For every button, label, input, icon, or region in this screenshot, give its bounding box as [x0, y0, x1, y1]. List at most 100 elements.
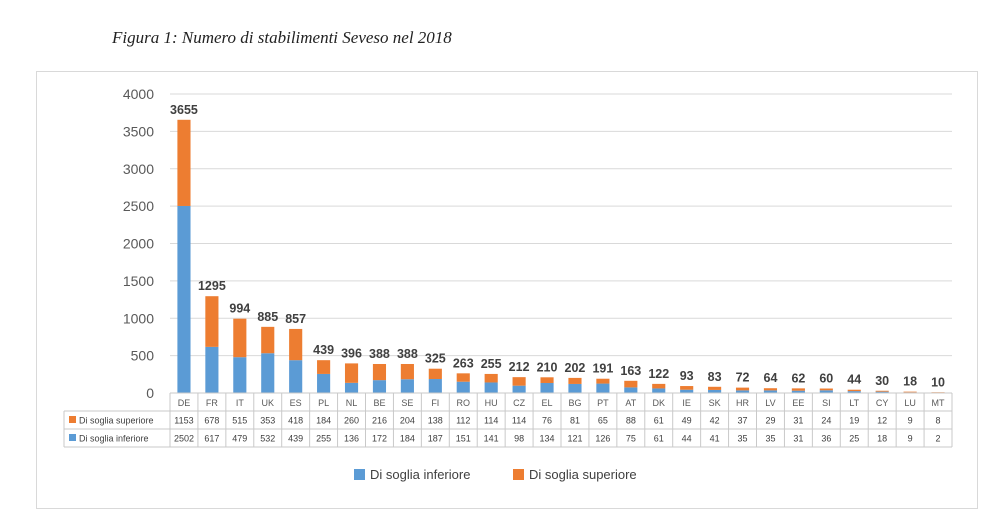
y-tick-label-3000: 3000	[123, 161, 154, 177]
table-cell-inferiore-MT: 2	[936, 434, 941, 444]
table-cell-superiore-FR: 678	[204, 416, 219, 426]
category-label-SE: SE	[401, 398, 413, 408]
total-label-MT: 10	[931, 375, 945, 389]
y-tick-label-4000: 4000	[123, 86, 154, 102]
bar-superiore-HU	[484, 373, 498, 383]
bar-inferiore-BE	[372, 380, 387, 393]
table-cell-superiore-SK: 42	[710, 416, 720, 426]
total-label-UK: 885	[257, 310, 278, 324]
bar-superiore-FI	[428, 368, 442, 380]
bar-inferiore-IE	[680, 389, 694, 393]
category-label-BG: BG	[568, 398, 581, 408]
table-cell-superiore-EE: 31	[793, 416, 803, 426]
y-tick-label-2000: 2000	[123, 236, 154, 252]
table-legend-key-inferiore	[69, 434, 76, 441]
table-cell-superiore-PL: 184	[316, 416, 331, 426]
stacked-bar-chart: 0500100015002000250030003500400036551295…	[63, 86, 953, 482]
category-label-PT: PT	[597, 398, 609, 408]
category-label-LT: LT	[849, 398, 859, 408]
table-cell-inferiore-EE: 31	[793, 434, 803, 444]
total-label-IT: 994	[229, 302, 250, 316]
bar-inferiore-BG	[568, 383, 582, 393]
bar-superiore-PT	[596, 378, 610, 384]
total-label-PL: 439	[313, 343, 334, 357]
category-label-DK: DK	[652, 398, 665, 408]
table-row-label-superiore: Di soglia superiore	[79, 416, 154, 426]
total-label-EL: 210	[537, 360, 558, 374]
table-cell-superiore-DE: 1153	[174, 416, 193, 426]
total-label-SI: 60	[819, 372, 833, 386]
bar-superiore-SK	[708, 386, 722, 390]
bar-inferiore-CY	[875, 391, 889, 393]
bar-superiore-FR	[205, 296, 219, 347]
bar-superiore-HR	[735, 387, 750, 391]
bar-superiore-RO	[456, 373, 470, 382]
bar-superiore-IT	[233, 318, 247, 358]
table-cell-inferiore-FI: 187	[428, 434, 443, 444]
table-cell-inferiore-ES: 439	[288, 434, 303, 444]
bar-inferiore-PT	[596, 383, 610, 393]
bar-superiore-LT	[847, 389, 861, 392]
table-cell-superiore-IE: 49	[682, 416, 692, 426]
bar-superiore-ES	[289, 328, 303, 361]
bar-inferiore-SI	[819, 390, 833, 393]
table-cell-superiore-SI: 24	[821, 416, 831, 426]
bar-superiore-PL	[317, 360, 331, 374]
table-cell-inferiore-EL: 134	[540, 434, 555, 444]
table-cell-inferiore-UK: 532	[260, 434, 275, 444]
table-cell-superiore-SE: 204	[400, 416, 415, 426]
bar-inferiore-NL	[344, 382, 359, 393]
chart-frame: 0 500 1000 1500 2000 2500 3000 3500 4000 3655 1295…	[36, 71, 978, 509]
bar-superiore-CY	[875, 390, 889, 392]
bar-inferiore-EE	[791, 390, 805, 393]
bar-superiore-IE	[680, 386, 694, 390]
category-label-IE: IE	[682, 398, 691, 408]
table-cell-inferiore-IE: 44	[682, 434, 692, 444]
y-tick-label-1500: 1500	[123, 273, 154, 289]
table-cell-inferiore-NL: 136	[344, 434, 359, 444]
table-cell-inferiore-DE: 2502	[174, 434, 194, 444]
table-cell-superiore-NL: 260	[344, 416, 359, 426]
legend-swatch-inferiore	[354, 469, 365, 480]
table-cell-superiore-IT: 515	[232, 416, 247, 426]
total-label-DK: 122	[648, 367, 669, 381]
total-label-FR: 1295	[198, 279, 226, 293]
legend-label-inferiore: Di soglia inferiore	[370, 467, 470, 482]
total-label-BE: 388	[369, 347, 390, 361]
y-tick-label-1000: 1000	[123, 310, 154, 326]
total-label-AT: 163	[620, 364, 641, 378]
table-cell-inferiore-PL: 255	[316, 434, 331, 444]
category-label-PL: PL	[318, 398, 329, 408]
bar-inferiore-FI	[428, 379, 442, 393]
figure-caption: Figura 1: Numero di stabilimenti Seveso …	[112, 28, 452, 47]
category-label-FR: FR	[206, 398, 218, 408]
table-cell-inferiore-LU: 9	[908, 434, 913, 444]
total-label-ES: 857	[285, 312, 306, 326]
table-cell-inferiore-SK: 41	[710, 434, 720, 444]
bar-inferiore-LV	[763, 390, 778, 393]
bar-superiore-DK	[652, 383, 666, 389]
category-label-BE: BE	[373, 398, 385, 408]
table-cell-inferiore-PT: 126	[595, 434, 610, 444]
legend-swatch-superiore	[513, 469, 524, 480]
bar-inferiore-HU	[484, 382, 498, 393]
total-label-LU: 18	[903, 375, 917, 389]
total-label-CZ: 212	[509, 360, 530, 374]
category-label-LV: LV	[765, 398, 775, 408]
category-label-IT: IT	[236, 398, 245, 408]
table-cell-superiore-AT: 88	[626, 416, 636, 426]
table-cell-inferiore-AT: 75	[626, 434, 636, 444]
bar-inferiore-IT	[233, 357, 247, 393]
total-label-DE: 3655	[170, 103, 198, 117]
y-tick-label-3500: 3500	[123, 123, 154, 139]
bar-inferiore-SK	[708, 389, 722, 393]
table-cell-inferiore-CY: 18	[877, 434, 887, 444]
category-label-AT: AT	[625, 398, 636, 408]
bar-superiore-UK	[261, 326, 275, 354]
table-cell-superiore-ES: 418	[288, 416, 303, 426]
y-tick-label-500: 500	[131, 348, 155, 364]
bar-superiore-DE	[177, 119, 191, 206]
table-cell-superiore-CY: 12	[877, 416, 887, 426]
table-cell-inferiore-LV: 35	[765, 434, 775, 444]
bar-superiore-AT	[624, 380, 638, 388]
